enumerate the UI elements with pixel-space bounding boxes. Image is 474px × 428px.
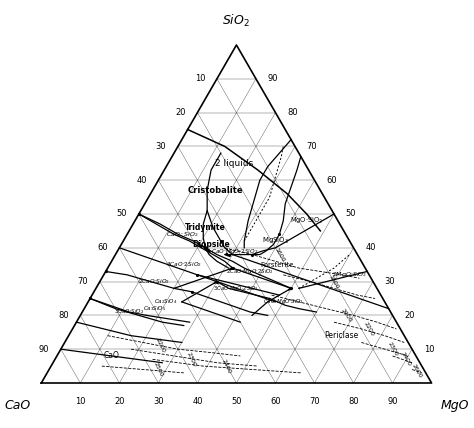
Text: 10: 10 [424,345,434,354]
Text: $3CaO{\cdot}MgO{\cdot}2SiO_2$: $3CaO{\cdot}MgO{\cdot}2SiO_2$ [213,284,259,293]
Text: 50: 50 [346,209,356,219]
Text: 60: 60 [326,176,337,185]
Text: 80: 80 [348,397,359,406]
Text: 2400: 2400 [400,351,412,367]
Text: 2200: 2200 [363,321,375,337]
Text: CaO: CaO [5,398,31,412]
Text: $3CaO{\cdot}SiO_2$: $3CaO{\cdot}SiO_2$ [114,308,144,316]
Text: 2600: 2600 [411,363,423,379]
Text: Tridymite: Tridymite [185,223,226,232]
Text: MgO: MgO [441,398,469,412]
Text: SiO$_2$: SiO$_2$ [222,13,250,30]
Text: 1600: 1600 [273,247,285,262]
Text: $2CaO{\cdot}MgO{\cdot}2SiO_2$: $2CaO{\cdot}MgO{\cdot}2SiO_2$ [226,267,274,276]
Text: 2200: 2200 [155,338,166,354]
Text: $CaO{\cdot}MgO{\cdot}2SiO_2$: $CaO{\cdot}MgO{\cdot}2SiO_2$ [211,247,258,256]
Text: Forsterite: Forsterite [261,262,294,268]
Text: 30: 30 [155,142,166,151]
Text: 50: 50 [231,397,242,406]
Text: 2 liquids: 2 liquids [215,159,254,168]
Text: 80: 80 [287,108,298,117]
Text: 80: 80 [58,311,69,320]
Text: 50: 50 [117,209,127,219]
Text: 10: 10 [75,397,86,406]
Text: 70: 70 [309,397,320,406]
Text: 2300: 2300 [386,341,399,357]
Text: 2500: 2500 [153,361,164,377]
Text: $Ca_3SiO_5$: $Ca_3SiO_5$ [143,304,166,313]
Text: $3CaO{\cdot}2SiO_2$: $3CaO{\cdot}2SiO_2$ [166,260,201,269]
Text: 70: 70 [78,277,88,286]
Text: 90: 90 [268,74,278,83]
Text: $CaO\cdot SiO_2$: $CaO\cdot SiO_2$ [165,230,198,239]
Text: 60: 60 [97,243,108,252]
Text: 70: 70 [307,142,317,151]
Text: 90: 90 [387,397,398,406]
Text: 2400: 2400 [221,358,232,374]
Text: $Ca_2SiO_4$: $Ca_2SiO_4$ [155,297,178,306]
Text: 20: 20 [114,397,125,406]
Text: 10: 10 [195,74,205,83]
Text: 30: 30 [385,277,395,286]
Text: 40: 40 [136,176,146,185]
Text: MgO$\cdot$SiO$_2$: MgO$\cdot$SiO$_2$ [290,216,323,226]
Text: $CaO{\cdot}MgO{\cdot}SiO_2$: $CaO{\cdot}MgO{\cdot}SiO_2$ [263,297,304,306]
Text: MgSiO$_3$: MgSiO$_3$ [262,236,289,246]
Text: 40: 40 [192,397,203,406]
Text: $2MgO{\cdot}SiO_2$: $2MgO{\cdot}SiO_2$ [332,270,367,279]
Text: 90: 90 [38,345,49,354]
Text: 30: 30 [153,397,164,406]
Text: Periclase: Periclase [325,331,359,340]
Text: Diopside: Diopside [192,240,230,249]
Text: $2CaO{\cdot}SiO_2$: $2CaO{\cdot}SiO_2$ [138,277,171,286]
Text: 20: 20 [404,311,415,320]
Text: 40: 40 [365,243,376,252]
Text: 1800: 1800 [328,273,340,290]
Text: Cristobalite: Cristobalite [187,186,243,195]
Text: 60: 60 [270,397,281,406]
Text: 2000: 2000 [339,308,352,323]
Text: 20: 20 [175,108,186,117]
Text: CaO: CaO [104,351,119,360]
Text: 2300: 2300 [186,351,197,368]
